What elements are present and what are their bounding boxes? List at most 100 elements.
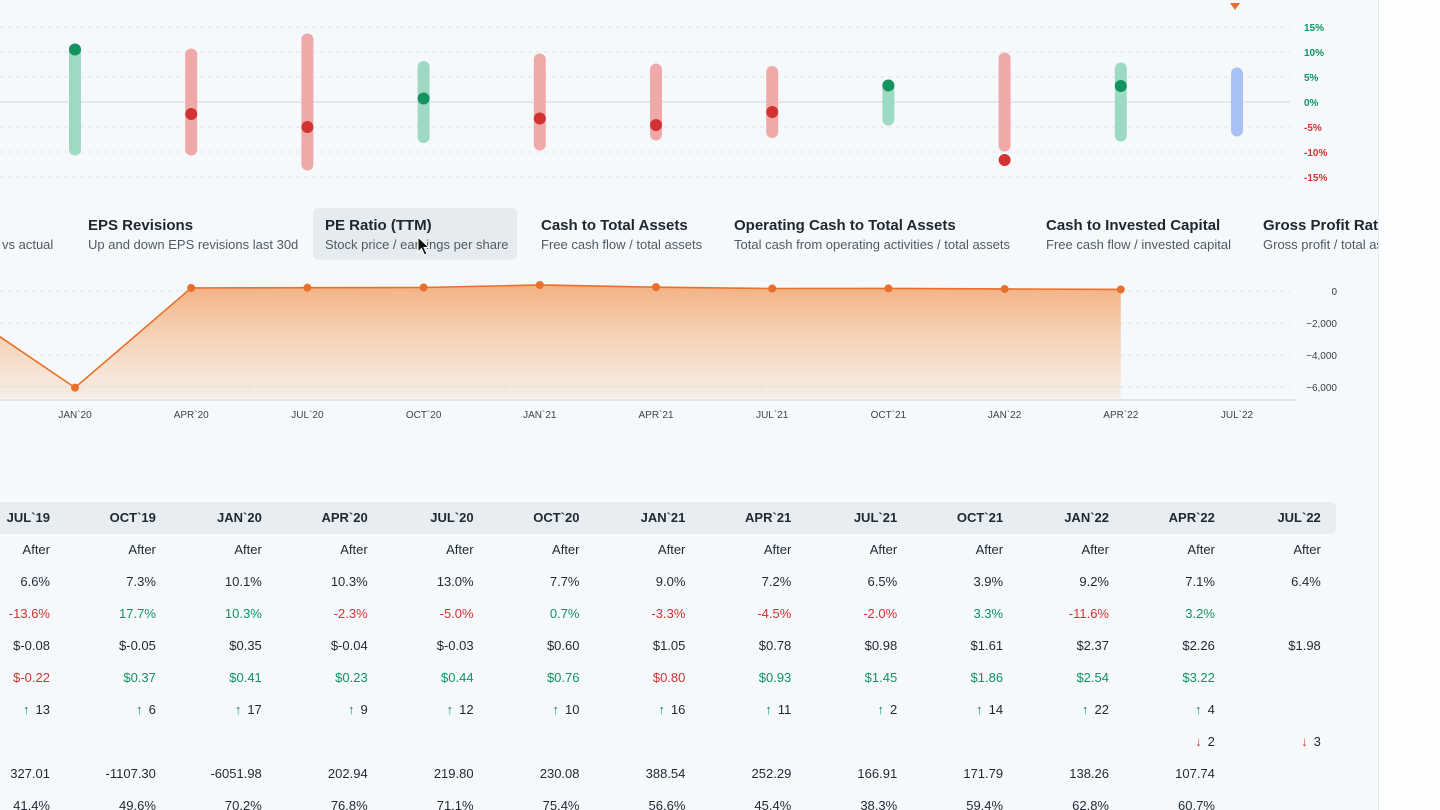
- table-cell: -13.6%: [8, 606, 50, 621]
- column-header[interactable]: APR`22: [1168, 510, 1215, 525]
- table-cell: $1.86: [970, 670, 1004, 685]
- table-cell: ↓ 3: [1215, 726, 1321, 758]
- table-cell: $1.61: [970, 638, 1004, 653]
- eps-surprise-range-chart: 15% 10% 5% 0% -5% -10% -15%: [0, 3, 1327, 184]
- table-cell: ↑ 14: [897, 694, 1003, 726]
- value-dot[interactable]: [533, 112, 546, 125]
- data-point[interactable]: [1116, 285, 1125, 294]
- table-cell: ↑ 10: [474, 694, 580, 726]
- y-tick-label: 15%: [1304, 23, 1324, 34]
- table-cell: 60.7%: [1178, 798, 1215, 810]
- x-tick-label: APR`20: [174, 409, 209, 420]
- table-cell: 38.3%: [860, 798, 898, 810]
- data-point[interactable]: [768, 284, 777, 293]
- table-row: 41.4% 49.6% 70.2% 76.8% 71.1% 75.4% 56.6% 45.4%…: [0, 790, 1378, 810]
- table-cell: After: [1187, 542, 1215, 557]
- table-cell: After: [763, 542, 792, 557]
- table-cell: ↑ 12: [368, 694, 474, 726]
- table-cell: 388.54: [645, 766, 686, 781]
- tab-eps-revisions[interactable]: EPS Revisions Up and down EPS revisions l…: [76, 208, 310, 260]
- arrow-up-icon: ↑: [877, 702, 884, 717]
- revision-count: 2: [889, 702, 898, 717]
- table-cell: $0.76: [546, 670, 580, 685]
- table-cell: $0.44: [441, 670, 474, 685]
- right-scroll-gutter: [1378, 0, 1440, 810]
- table-cell: 6.4%: [1291, 574, 1321, 589]
- y-tick-label: -10%: [1304, 148, 1327, 159]
- revision-count: 10: [565, 702, 580, 717]
- table-cell: $2.54: [1076, 670, 1109, 685]
- value-dot[interactable]: [766, 106, 779, 118]
- tab-pe-ratio-ttm[interactable]: PE Ratio (TTM) Stock price / earnings per…: [313, 208, 517, 260]
- revision-count: 16: [670, 702, 686, 717]
- value-dot[interactable]: [185, 108, 198, 120]
- column-header[interactable]: OCT`19: [109, 510, 156, 525]
- x-tick-label: APR`22: [1103, 409, 1138, 420]
- table-cell: 10.3%: [224, 606, 262, 621]
- table-cell: After: [975, 542, 1004, 557]
- table-cell: 76.8%: [330, 798, 368, 810]
- tab-title: Operating Cash to Total Assets: [734, 217, 956, 234]
- y-tick-label: 0%: [1304, 98, 1319, 109]
- column-header[interactable]: APR`21: [745, 510, 792, 525]
- revision-count: 11: [777, 702, 792, 717]
- tab-gross-profit-ratio[interactable]: Gross Profit Ratio Gross profit / total a…: [1251, 208, 1378, 260]
- table-cell: 41.4%: [13, 798, 50, 810]
- table-cell: 7.7%: [549, 574, 580, 589]
- column-header[interactable]: JUL`22: [1277, 510, 1321, 525]
- tab-subtitle: Free cash flow / total assets: [541, 237, 703, 252]
- column-header[interactable]: JUL`21: [853, 510, 898, 525]
- column-header[interactable]: JUL`19: [6, 510, 50, 525]
- table-cell: $2.26: [1182, 638, 1215, 653]
- data-point[interactable]: [419, 283, 428, 292]
- table-cell: After: [657, 542, 686, 557]
- value-dot[interactable]: [650, 119, 662, 131]
- column-header[interactable]: JUL`20: [430, 510, 474, 525]
- revision-count: 14: [988, 702, 1004, 717]
- y-tick-label: 5%: [1304, 73, 1319, 84]
- arrow-up-icon: ↑: [1082, 702, 1089, 717]
- data-point[interactable]: [535, 280, 544, 289]
- table-cell: 6.6%: [20, 574, 50, 589]
- tab-subtitle: Stock price / earnings per share: [325, 237, 509, 252]
- data-point[interactable]: [884, 284, 893, 293]
- metric-tabs: vs actual EPS Revisions Up and down EPS re…: [0, 208, 1378, 260]
- table-cell: $0.78: [758, 638, 792, 653]
- value-dot[interactable]: [69, 43, 81, 56]
- x-tick-label: JUL`22: [1221, 409, 1254, 420]
- table-cell: $-0.22: [13, 670, 50, 685]
- revision-count: 22: [1094, 702, 1109, 717]
- table-cell: 327.01: [10, 766, 50, 781]
- table-cell: ↑ 4: [1109, 694, 1215, 726]
- table-cell: ↑ 22: [1003, 694, 1109, 726]
- data-point[interactable]: [652, 283, 660, 292]
- table-row: ↓ 2 ↓ 3: [0, 726, 1378, 758]
- data-point[interactable]: [71, 383, 79, 392]
- tab-cash-to-total-assets[interactable]: Cash to Total Assets Free cash flow / tot…: [529, 208, 714, 260]
- value-dot[interactable]: [417, 92, 430, 105]
- table-cell: -4.5%: [757, 606, 792, 621]
- tab-operating-cash-to-total-assets[interactable]: Operating Cash to Total Assets Total cash…: [722, 208, 1022, 260]
- y-tick-label: -15%: [1304, 173, 1327, 184]
- data-point[interactable]: [303, 283, 312, 292]
- tab-cash-to-invested-capital[interactable]: Cash to Invested Capital Free cash flow /…: [1034, 208, 1243, 260]
- column-header[interactable]: JAN`20: [217, 510, 262, 525]
- table-cell: 7.3%: [126, 574, 156, 589]
- arrow-up-icon: ↑: [976, 702, 983, 717]
- value-dot[interactable]: [1114, 80, 1127, 92]
- table-cell: -1107.30: [105, 766, 156, 781]
- value-dot[interactable]: [301, 121, 314, 133]
- table-cell: 70.2%: [224, 798, 262, 810]
- column-header[interactable]: APR`20: [321, 510, 368, 525]
- data-point[interactable]: [187, 283, 196, 292]
- table-cell: 9.0%: [655, 574, 686, 589]
- column-header[interactable]: JAN`21: [640, 510, 686, 525]
- data-point[interactable]: [1000, 284, 1009, 293]
- table-cell: After: [552, 542, 580, 557]
- value-dot[interactable]: [882, 79, 895, 92]
- tab-eps-surprise[interactable]: vs actual: [0, 208, 65, 260]
- column-header[interactable]: OCT`20: [533, 510, 580, 525]
- column-header[interactable]: OCT`21: [956, 510, 1004, 525]
- column-header[interactable]: JAN`22: [1064, 510, 1109, 525]
- value-dot[interactable]: [998, 154, 1011, 166]
